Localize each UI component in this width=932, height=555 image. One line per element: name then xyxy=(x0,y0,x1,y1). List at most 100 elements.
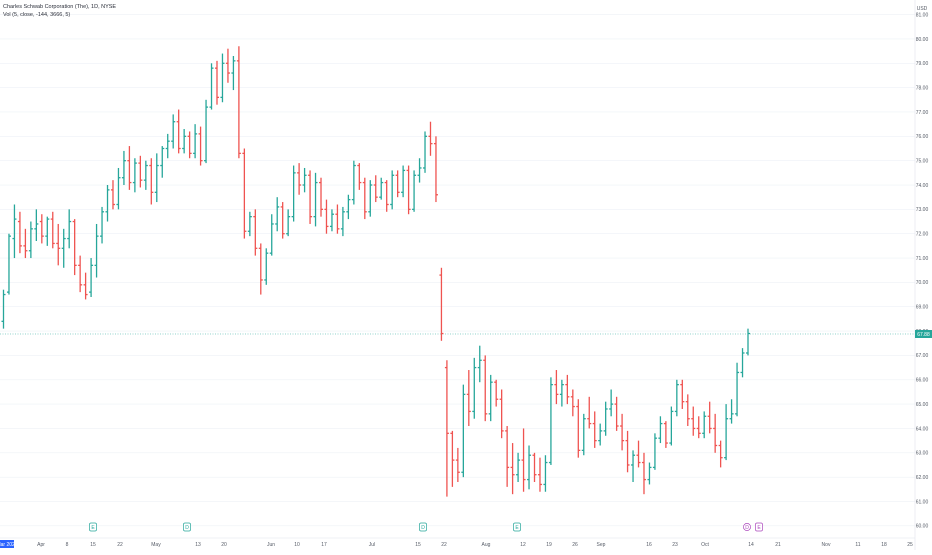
time-axis[interactable]: Mar 2024 Apr 8 15 22 May 13 20 Jun 10 17 Jul 15 22 Aug… xyxy=(0,537,915,548)
ohlc-bar xyxy=(121,150,126,186)
indicator-title: Vol (5, close, -144, 3666, 5) xyxy=(3,12,71,18)
ohlc-bar xyxy=(592,411,597,448)
x-tick-label: 11 xyxy=(855,542,860,548)
event-marker[interactable]: D xyxy=(419,522,427,532)
x-tick-label: Jun xyxy=(267,542,275,548)
y-tick-label: 60.00 xyxy=(916,524,929,530)
ohlc-bar xyxy=(423,131,428,173)
chart-legend: Charles Schwab Corporation (The), 1D, NY… xyxy=(3,3,116,19)
ohlc-bar xyxy=(171,114,176,149)
ohlc-bar xyxy=(746,328,750,356)
y-tick-label: 64.00 xyxy=(916,426,929,432)
ohlc-bar xyxy=(154,153,159,203)
ohlc-bar xyxy=(138,155,143,188)
ohlc-bar xyxy=(395,170,400,198)
ohlc-bar xyxy=(45,216,50,246)
ohlc-bar xyxy=(368,180,373,217)
ohlc-bar xyxy=(521,428,526,492)
y-tick-label: 67.00 xyxy=(916,353,929,359)
ohlc-bar xyxy=(543,455,548,492)
svg-text:D: D xyxy=(185,525,189,531)
svg-text:D: D xyxy=(745,525,749,531)
ohlc-bar xyxy=(576,399,581,458)
ohlc-bar xyxy=(187,131,192,159)
x-tick-label: 10 xyxy=(294,542,300,548)
ohlc-bar xyxy=(691,406,696,436)
ohlc-bar xyxy=(620,413,625,451)
price-axis[interactable]: 81.00 80.00 79.00 78.00 77.00 76.00 75.00 74.00… xyxy=(914,0,929,550)
ohlc-bar xyxy=(565,374,570,405)
ohlc-bar xyxy=(483,355,488,422)
ohlc-bar xyxy=(537,457,542,492)
ohlc-bar xyxy=(94,223,99,278)
y-tick-label: 76.00 xyxy=(916,134,929,140)
ohlc-bar xyxy=(379,177,384,200)
x-tick-label: 15 xyxy=(415,542,421,548)
ohlc-bar xyxy=(472,357,477,419)
x-tick-label: 12 xyxy=(520,542,526,548)
y-tick-label: 63.00 xyxy=(916,451,929,457)
ohlc-bar xyxy=(143,160,148,190)
ohlc-bar xyxy=(685,394,690,427)
y-tick-label: 81.00 xyxy=(916,12,929,18)
ohlc-bar xyxy=(214,60,219,105)
y-tick-label: 69.00 xyxy=(916,305,929,311)
x-tick-label: 16 xyxy=(646,542,652,548)
y-tick-label: 77.00 xyxy=(916,110,929,116)
ohlc-bar xyxy=(428,121,433,156)
ohlc-bar xyxy=(275,197,280,232)
y-tick-label: 62.00 xyxy=(916,475,929,481)
ohlc-bar xyxy=(598,423,603,446)
ohlc-bar xyxy=(127,146,132,190)
ohlc-bar xyxy=(149,158,154,205)
ohlc-bar xyxy=(286,209,291,237)
x-tick-label: Oct xyxy=(701,542,709,548)
svg-text:E: E xyxy=(91,525,95,531)
ohlc-bar xyxy=(390,170,395,210)
x-tick-label: 17 xyxy=(321,542,327,548)
current-date-tag xyxy=(0,540,14,548)
ohlc-bar xyxy=(1,289,6,329)
ohlc-bar xyxy=(724,404,729,461)
ohlc-bar xyxy=(351,160,356,205)
event-marker[interactable]: D xyxy=(183,522,191,532)
y-tick-label: 72.00 xyxy=(916,232,929,238)
svg-text:E: E xyxy=(515,525,519,531)
ohlc-bar xyxy=(729,399,734,424)
ohlc-bar xyxy=(455,447,460,483)
currency-label: USD xyxy=(917,6,928,12)
x-tick-label: Apr xyxy=(37,542,45,548)
ohlc-bar xyxy=(450,430,455,487)
y-tick-label: 79.00 xyxy=(916,61,929,67)
ohlc-bar xyxy=(505,426,510,487)
ohlc-bar xyxy=(198,126,203,166)
x-tick-label: 14 xyxy=(748,542,754,548)
event-marker[interactable]: E xyxy=(89,522,97,532)
event-marker[interactable]: E xyxy=(755,522,763,532)
ohlc-bar xyxy=(652,433,657,470)
ohlc-bar xyxy=(236,46,241,159)
ohlc-bar xyxy=(636,440,641,468)
ohlc-bar xyxy=(269,214,274,256)
event-marker[interactable]: E xyxy=(513,522,521,532)
ohlc-bar xyxy=(527,445,532,490)
ohlc-bar xyxy=(384,180,389,212)
ohlc-bar xyxy=(494,379,499,407)
ohlc-bar xyxy=(231,55,236,91)
ohlc-bar xyxy=(554,370,559,405)
ohlc-bar xyxy=(132,158,137,193)
ohlc-bar xyxy=(12,204,17,259)
ohlc-bar xyxy=(220,53,225,103)
ohlc-bar xyxy=(34,209,39,242)
ohlc-bar xyxy=(674,379,679,417)
event-marker[interactable]: D xyxy=(743,523,751,531)
x-tick-label: 22 xyxy=(117,542,123,548)
x-tick-label: Aug xyxy=(482,542,491,548)
ohlc-bar xyxy=(357,163,362,190)
ohlc-bar xyxy=(329,209,334,232)
x-tick-label: 13 xyxy=(195,542,201,548)
ohlc-bar xyxy=(702,411,707,439)
